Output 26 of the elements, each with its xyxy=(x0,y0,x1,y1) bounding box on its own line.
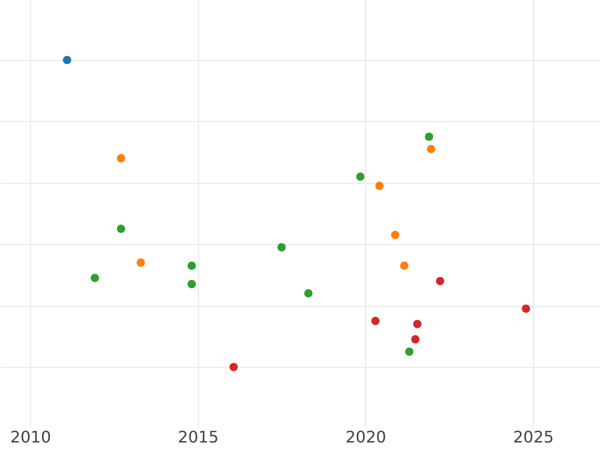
x-tick-label: 2020 xyxy=(346,428,386,446)
point xyxy=(522,304,530,313)
point xyxy=(391,230,400,240)
point xyxy=(375,182,384,190)
point xyxy=(411,335,420,344)
x-tick-label: 2010 xyxy=(10,428,52,446)
point xyxy=(413,320,422,328)
point xyxy=(436,276,444,286)
point xyxy=(62,56,72,64)
point xyxy=(116,154,126,162)
point xyxy=(405,347,414,356)
point xyxy=(424,132,434,141)
point xyxy=(229,362,238,372)
x-tick-label: 2025 xyxy=(513,428,554,446)
point xyxy=(400,262,408,270)
point xyxy=(188,280,196,288)
point xyxy=(371,316,380,326)
point xyxy=(188,262,196,270)
point xyxy=(90,274,100,282)
point xyxy=(304,289,313,298)
point xyxy=(136,258,145,267)
x-tick-label: 2015 xyxy=(178,428,219,446)
point xyxy=(116,224,126,234)
point xyxy=(356,172,365,181)
point xyxy=(426,144,436,154)
point xyxy=(277,243,286,252)
